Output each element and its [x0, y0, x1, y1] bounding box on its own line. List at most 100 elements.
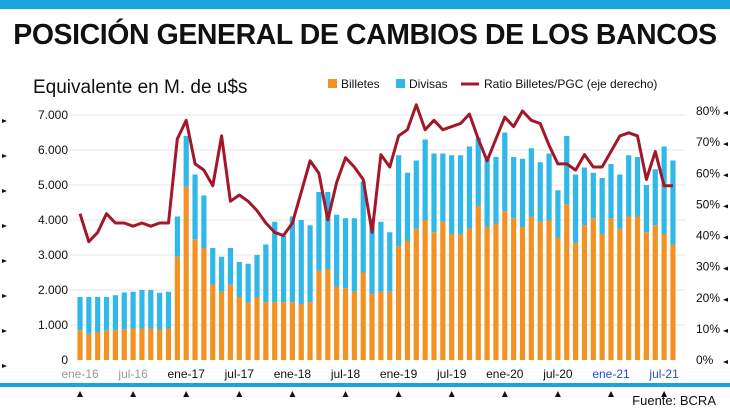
x-tick-marker	[77, 391, 83, 397]
bar-divisas	[431, 153, 437, 233]
bar-billetes	[86, 333, 92, 360]
bar-billetes	[396, 246, 402, 360]
bar-divisas	[537, 162, 543, 222]
bar-divisas	[661, 146, 667, 234]
x-tick-label: ene-19	[380, 367, 418, 381]
y-left-tick-label: 5.000	[38, 178, 68, 192]
bar-billetes	[103, 330, 110, 360]
ratio-polyline	[78, 103, 673, 244]
bar-divisas	[555, 190, 561, 238]
legend-label-billetes: Billetes	[341, 77, 380, 91]
bar-divisas	[670, 160, 676, 245]
y-left-tick-marker	[2, 119, 7, 123]
bar-divisas	[236, 262, 242, 297]
y-left-tick-label: 4.000	[38, 213, 68, 227]
bar-divisas	[617, 174, 623, 229]
x-tick-marker	[661, 391, 668, 397]
bar-billetes	[573, 242, 579, 360]
bar-divisas	[608, 164, 614, 219]
bar-billetes	[546, 220, 552, 360]
y-left-tick-marker	[2, 224, 7, 228]
x-tick-label: ene-16	[61, 367, 99, 381]
x-tick-label: jul-19	[436, 367, 467, 381]
bar-divisas	[245, 263, 251, 303]
y-left-tick-marker	[2, 364, 7, 368]
y-right-tick-label: 70%	[696, 135, 720, 149]
bar-billetes	[307, 302, 313, 360]
y-right-tick-marker	[723, 297, 728, 302]
bar-billetes	[511, 218, 517, 360]
bar-divisas	[511, 157, 517, 219]
bar-billetes	[661, 234, 667, 360]
ratio-line	[78, 103, 673, 244]
bar-billetes	[670, 244, 676, 360]
bar-divisas	[95, 297, 101, 332]
x-tick-label: jul-21	[648, 367, 679, 381]
bar-divisas	[263, 244, 269, 303]
bar-billetes	[493, 223, 499, 360]
x-tick-label: jul-16	[117, 367, 148, 381]
bar-divisas	[387, 232, 393, 292]
x-axis: ene-16 jul-16 ene-17 jul-17 ene-18 jul-18 ene-…	[61, 367, 690, 397]
legend-label-divisas: Divisas	[409, 77, 448, 91]
y-left-tick-label: 3.000	[38, 248, 68, 262]
y-left-tick-marker	[2, 329, 7, 333]
bar-divisas	[192, 174, 198, 240]
bar-divisas	[599, 178, 605, 234]
legend: Billetes Divisas Ratio Billetes/PGC (eje…	[328, 77, 657, 91]
bar-billetes	[537, 221, 543, 360]
bar-billetes	[564, 204, 570, 360]
bar-billetes	[298, 304, 304, 360]
bar-divisas	[351, 218, 357, 292]
bar-billetes	[475, 206, 481, 360]
bar-billetes	[157, 329, 163, 360]
bar-divisas	[466, 146, 472, 229]
bar-divisas	[457, 155, 464, 234]
bar-billetes	[502, 211, 508, 360]
bar-divisas	[404, 172, 411, 241]
bar-divisas	[272, 221, 278, 303]
top-accent-bar	[0, 0, 730, 9]
y-right-tick-label: 20%	[696, 291, 720, 305]
bar-divisas	[519, 158, 526, 227]
bar-billetes	[289, 302, 295, 360]
bar-billetes	[652, 225, 658, 360]
x-tick-label: ene-21	[592, 367, 630, 381]
y-left-tick-marker	[2, 294, 7, 298]
x-tick-marker	[608, 391, 614, 397]
bar-billetes	[183, 186, 189, 360]
bar-divisas	[148, 290, 154, 329]
bar-divisas	[590, 172, 596, 219]
bar-billetes	[440, 221, 446, 360]
bar-divisas	[502, 132, 508, 212]
x-tick-marker	[501, 391, 508, 397]
bar-billetes	[413, 228, 419, 360]
x-tick-marker	[554, 391, 561, 397]
bar-divisas	[289, 216, 295, 303]
bar-divisas	[130, 291, 136, 329]
y-right-tick-marker	[723, 204, 728, 209]
bars	[77, 132, 676, 360]
bar-divisas	[396, 155, 402, 247]
bar-billetes	[555, 237, 561, 360]
legend-swatch-divisas	[396, 79, 405, 88]
bar-divisas	[413, 160, 419, 229]
bar-divisas	[210, 248, 216, 285]
x-tick-label: ene-18	[274, 367, 312, 381]
bar-billetes	[387, 291, 393, 360]
bar-billetes	[139, 328, 145, 360]
bar-billetes	[422, 220, 428, 360]
bar-billetes	[360, 272, 366, 360]
y-right-tick-marker	[723, 173, 728, 178]
y-right-tick-marker	[723, 360, 728, 364]
bar-billetes	[121, 329, 127, 360]
bar-divisas	[325, 192, 331, 269]
bar-divisas	[334, 214, 340, 287]
chart-subtitle: Equivalente en M. de u$s	[33, 77, 247, 98]
bar-billetes	[342, 288, 349, 360]
bar-billetes	[192, 239, 198, 360]
x-tick-marker	[448, 391, 455, 397]
x-tick-marker	[395, 391, 402, 397]
bar-billetes	[581, 225, 588, 360]
